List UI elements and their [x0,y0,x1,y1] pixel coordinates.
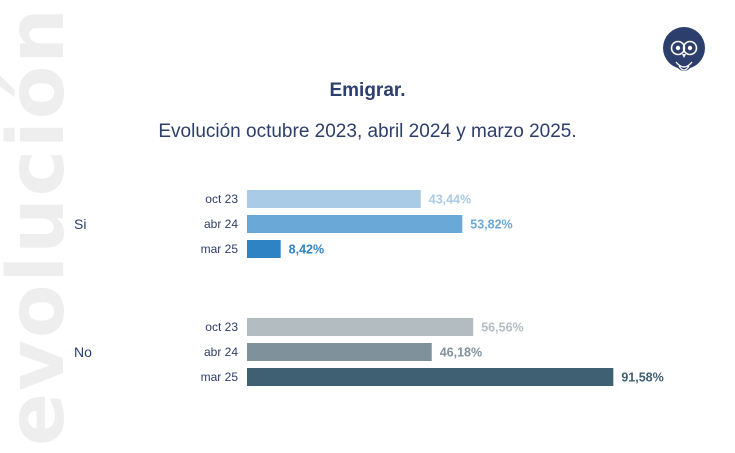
data-label: 8,42% [289,243,324,257]
data-label: 56,56% [481,321,523,335]
bar [247,343,432,361]
tick-label: abr 24 [204,345,238,359]
tick-label: oct 23 [205,320,238,334]
bar [247,318,474,336]
data-label: 46,18% [440,346,482,360]
data-label: 91,58% [621,371,663,385]
chart-subtitle: Evolución octubre 2023, abril 2024 y mar… [158,121,577,142]
tick-label: abr 24 [204,217,238,231]
data-label: 43,44% [429,193,471,207]
category-label: No [74,344,92,360]
owl-logo-icon [663,27,705,71]
tick-label: oct 23 [205,192,238,206]
tick-label: mar 25 [201,370,239,384]
tick-label: mar 25 [201,242,239,256]
category-label: Si [74,216,86,232]
bar [247,240,281,258]
bar [247,215,463,233]
bar [247,190,421,208]
chart-title: Emigrar. [329,80,406,101]
data-label: 53,82% [470,218,512,232]
bar [247,368,614,386]
